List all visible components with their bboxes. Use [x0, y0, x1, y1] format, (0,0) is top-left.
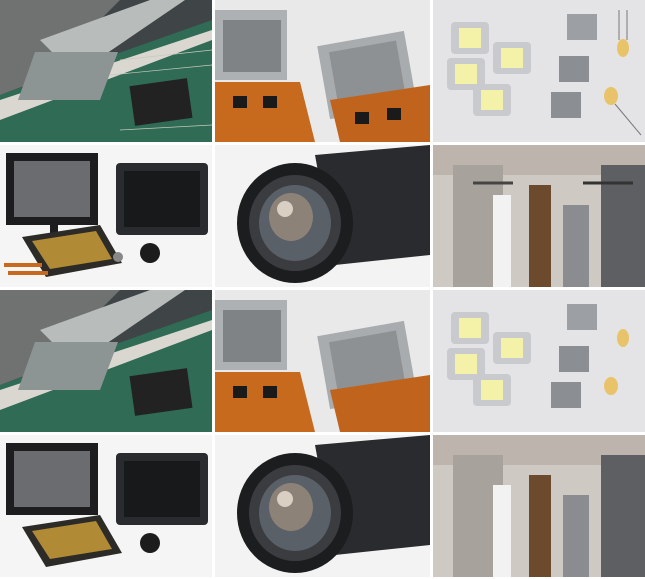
- tile-lcd-microdisplays-2: [215, 290, 430, 432]
- tile-projector-lens-2: [215, 435, 430, 577]
- tile-display-monitors: [0, 145, 212, 287]
- tile-lcd-flex-cable-2: [0, 290, 212, 432]
- tile-power-leds-2: [433, 290, 645, 432]
- tile-lcd-microdisplays: [215, 0, 430, 142]
- tile-projector-chassis-2: [433, 435, 645, 577]
- tile-power-leds: [433, 0, 645, 142]
- tile-projector-lens: [215, 145, 430, 287]
- tile-display-monitors-2: [0, 435, 212, 577]
- tile-projector-chassis: [433, 145, 645, 287]
- tile-lcd-flex-cable: [0, 0, 212, 142]
